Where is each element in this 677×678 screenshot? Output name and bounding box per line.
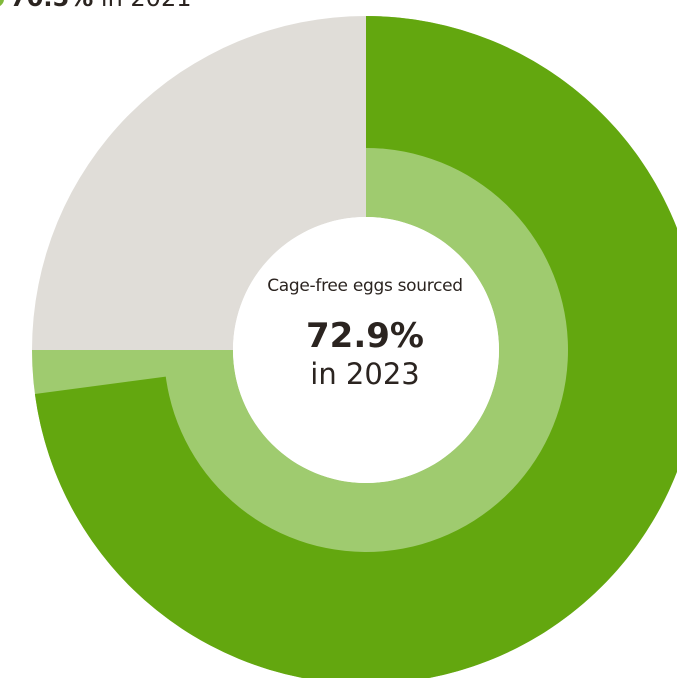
legend-dot-icon	[0, 0, 4, 7]
donut-rings	[32, 16, 677, 678]
top-legend: 70.5% in 2021	[0, 0, 192, 12]
top-legend-value: 70.5%	[10, 0, 93, 12]
center-year: in 2023	[310, 357, 420, 391]
center-label: Cage-free eggs sourced	[267, 276, 463, 296]
top-legend-text: in 2021	[101, 0, 192, 12]
series-arc-0	[34, 16, 677, 678]
donut-hole	[233, 217, 499, 483]
center-text: Cage-free eggs sourced 72.9% in 2023	[200, 276, 530, 392]
center-value: 72.9%	[306, 316, 424, 356]
